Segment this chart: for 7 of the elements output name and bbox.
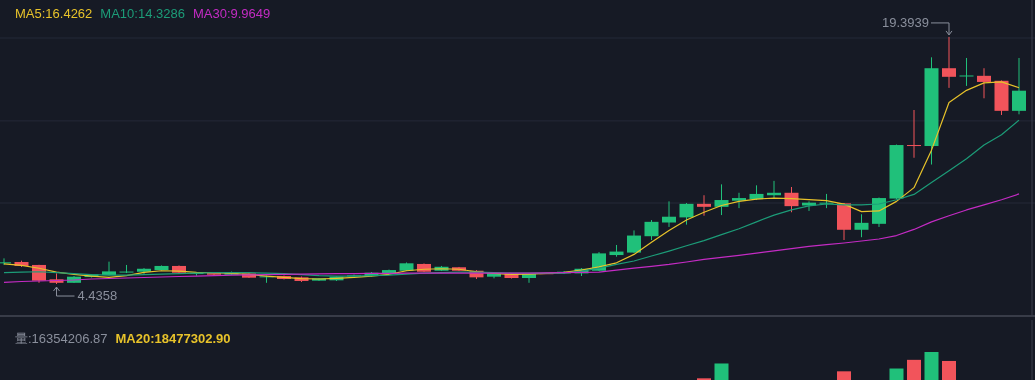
text: MA10:14.3286 [100, 6, 185, 21]
annotation: 4.4358 [77, 288, 118, 304]
annotation: 19.3939 [882, 14, 929, 30]
text: MA30:9.9649 [192, 6, 271, 21]
text: 量:16354206.87 [15, 331, 108, 346]
text: MA20:18477302.90 [115, 331, 231, 346]
text: MA5:16.4262 [15, 6, 93, 21]
